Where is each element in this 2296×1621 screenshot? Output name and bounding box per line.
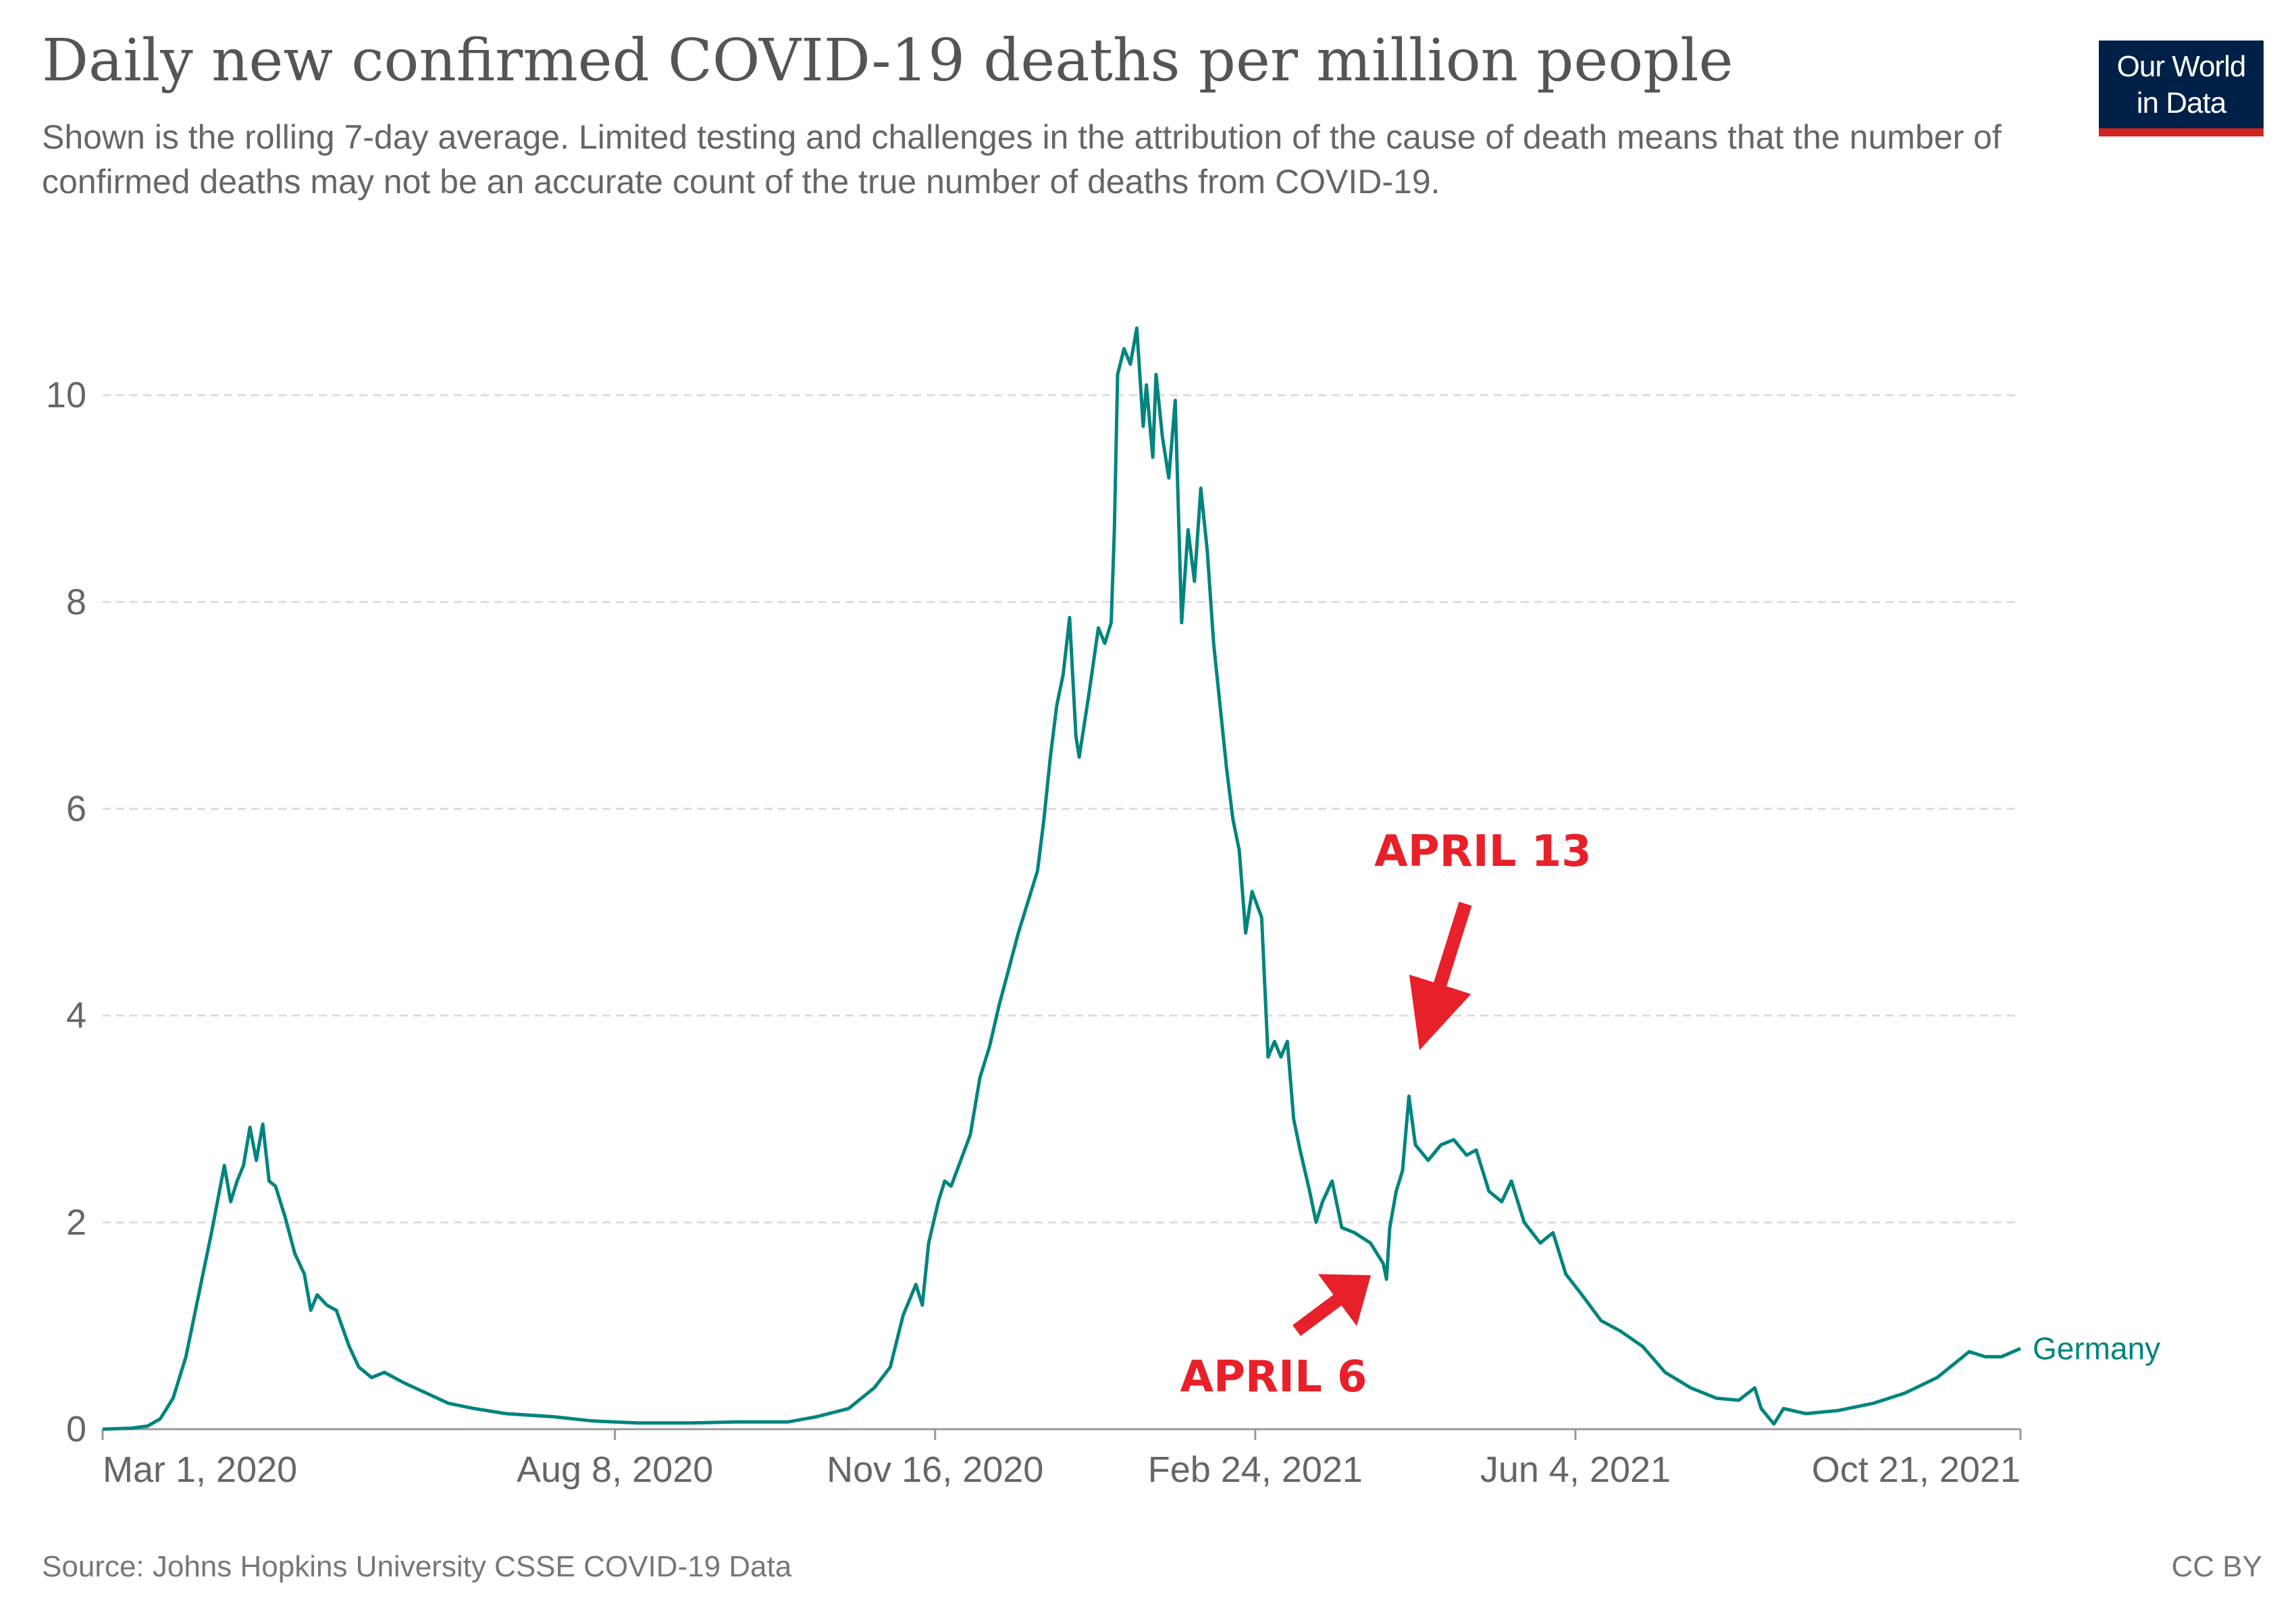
y-tick-label: 0 xyxy=(66,1409,86,1449)
x-tick-label: Mar 1, 2020 xyxy=(103,1449,297,1490)
x-tick-label: Jun 4, 2021 xyxy=(1480,1449,1671,1490)
x-tick-label: Oct 21, 2021 xyxy=(1812,1449,2020,1490)
source-note[interactable]: Source: Johns Hopkins University CSSE CO… xyxy=(42,1550,792,1583)
x-tick-label: Nov 16, 2020 xyxy=(827,1449,1043,1490)
april-13-arrow xyxy=(1409,902,1472,1050)
april-6-label: APRIL 6 xyxy=(1180,1352,1367,1402)
logo-line-1: Our World xyxy=(2116,50,2247,83)
owid-logo[interactable]: Our World in Data xyxy=(2099,41,2264,136)
series-line-germany xyxy=(102,326,2021,1431)
y-tick-label: 2 xyxy=(66,1202,86,1243)
april-6-arrow xyxy=(1293,1274,1371,1336)
y-tick-label: 10 xyxy=(46,375,86,415)
series-lines: Germany xyxy=(102,326,2160,1431)
annotations: APRIL 13 APRIL 6 xyxy=(1180,827,1591,1402)
chart-subtitle: Shown is the rolling 7-day average. Limi… xyxy=(42,118,2002,201)
x-tick-label: Aug 8, 2020 xyxy=(517,1449,713,1490)
x-tick-label: Feb 24, 2021 xyxy=(1148,1449,1363,1490)
logo-line-2: in Data xyxy=(2136,86,2226,120)
series-label-germany: Germany xyxy=(2033,1331,2160,1366)
logo-accent-bar xyxy=(2099,128,2264,136)
y-axis-ticks: 0 2 4 6 8 10 xyxy=(46,375,86,1449)
grid-lines xyxy=(103,394,2020,1224)
y-tick-label: 6 xyxy=(66,788,86,829)
april-13-label: APRIL 13 xyxy=(1374,827,1592,877)
y-tick-label: 8 xyxy=(66,582,86,622)
chart-title: Daily new confirmed COVID-19 deaths per … xyxy=(42,27,1733,95)
y-tick-label: 4 xyxy=(66,996,86,1036)
license-link[interactable]: CC BY xyxy=(2171,1550,2262,1583)
x-axis: Mar 1, 2020 Aug 8, 2020 Nov 16, 2020 Feb 24… xyxy=(101,1428,2022,1490)
